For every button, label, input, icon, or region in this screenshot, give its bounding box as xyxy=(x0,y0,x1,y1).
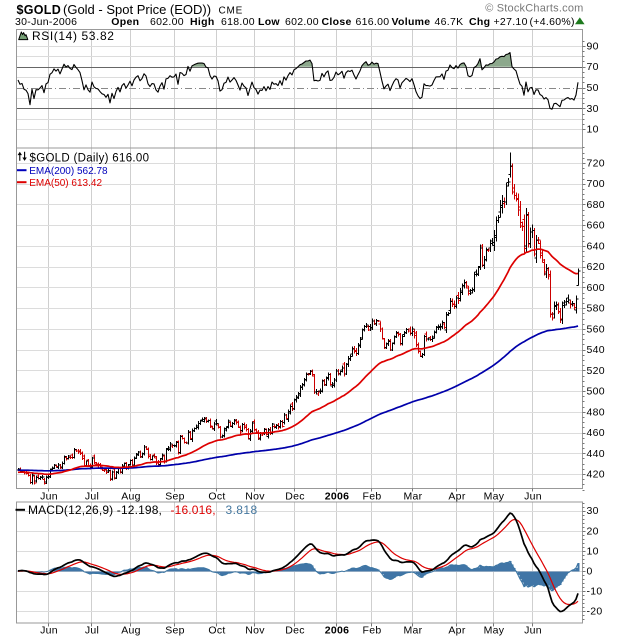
svg-text:420: 420 xyxy=(587,469,605,481)
svg-text:Jul: Jul xyxy=(85,491,99,503)
svg-text:Nov: Nov xyxy=(245,625,265,637)
svg-text:30-Jun-2006: 30-Jun-2006 xyxy=(15,16,77,28)
svg-text:Jun: Jun xyxy=(40,625,58,637)
svg-text:EMA(200) 562.78: EMA(200) 562.78 xyxy=(29,166,108,177)
svg-text:Mar: Mar xyxy=(404,491,423,503)
svg-text:50: 50 xyxy=(587,82,599,94)
svg-text:30: 30 xyxy=(587,505,599,517)
svg-text:-10: -10 xyxy=(587,586,603,598)
svg-text:Feb: Feb xyxy=(363,491,382,503)
svg-text:618.00: 618.00 xyxy=(221,16,255,28)
svg-text:580: 580 xyxy=(587,303,605,315)
svg-text:+27.10: +27.10 xyxy=(494,16,528,28)
svg-text:90: 90 xyxy=(587,40,599,52)
svg-text:440: 440 xyxy=(587,448,605,460)
svg-text:EMA(50) 613.42: EMA(50) 613.42 xyxy=(29,178,102,189)
svg-text:480: 480 xyxy=(587,406,605,418)
svg-text:Oct: Oct xyxy=(208,491,225,503)
svg-text:640: 640 xyxy=(587,240,605,252)
svg-text:620: 620 xyxy=(587,261,605,273)
svg-text:Jun: Jun xyxy=(524,625,542,637)
svg-text:602.00: 602.00 xyxy=(150,16,184,28)
svg-text:Apr: Apr xyxy=(448,625,465,637)
svg-text:$GOLD: $GOLD xyxy=(17,3,62,17)
svg-text:RSI(14) 53.82: RSI(14) 53.82 xyxy=(32,29,115,43)
svg-text:30: 30 xyxy=(587,103,599,115)
svg-text:Apr: Apr xyxy=(448,491,465,503)
svg-text:Feb: Feb xyxy=(363,625,382,637)
svg-text:Jul: Jul xyxy=(85,625,99,637)
svg-text:720: 720 xyxy=(587,158,605,170)
svg-text:680: 680 xyxy=(587,199,605,211)
svg-text:High: High xyxy=(190,16,215,28)
svg-text:Low: Low xyxy=(258,16,280,28)
svg-text:May: May xyxy=(484,491,505,503)
svg-text:2006: 2006 xyxy=(325,491,350,503)
svg-text:540: 540 xyxy=(587,344,605,356)
svg-text:2006: 2006 xyxy=(325,625,350,637)
svg-text:-16.016,: -16.016, xyxy=(171,503,216,517)
svg-text:$GOLD (Daily) 616.00: $GOLD (Daily) 616.00 xyxy=(30,153,150,165)
svg-text:Dec: Dec xyxy=(285,491,305,503)
svg-text:Close: Close xyxy=(322,16,352,28)
svg-text:560: 560 xyxy=(587,323,605,335)
svg-text:Chg: Chg xyxy=(469,16,490,28)
svg-text:660: 660 xyxy=(587,220,605,232)
svg-text:MACD(12,26,9) -12.198,: MACD(12,26,9) -12.198, xyxy=(28,503,162,517)
svg-text:600: 600 xyxy=(587,282,605,294)
svg-text:500: 500 xyxy=(587,386,605,398)
svg-text:May: May xyxy=(484,625,505,637)
svg-text:Aug: Aug xyxy=(121,491,141,503)
svg-text:Volume: Volume xyxy=(392,16,431,28)
svg-text:520: 520 xyxy=(587,365,605,377)
svg-text:Aug: Aug xyxy=(121,625,141,637)
svg-text:46.7K: 46.7K xyxy=(435,16,464,28)
svg-text:616.00: 616.00 xyxy=(356,16,390,28)
svg-text:© StockCharts.com: © StockCharts.com xyxy=(485,3,583,15)
svg-text:Sep: Sep xyxy=(165,625,185,637)
svg-text:Jun: Jun xyxy=(40,491,58,503)
svg-text:(Gold - Spot Price (EOD)): (Gold - Spot Price (EOD)) xyxy=(63,2,211,17)
svg-text:(+4.60%): (+4.60%) xyxy=(530,16,575,28)
svg-text:0: 0 xyxy=(587,566,593,578)
svg-text:460: 460 xyxy=(587,427,605,439)
svg-text:10: 10 xyxy=(587,545,599,557)
svg-text:CME: CME xyxy=(219,6,244,17)
svg-text:10: 10 xyxy=(587,124,599,136)
svg-text:Open: Open xyxy=(111,16,139,28)
svg-text:70: 70 xyxy=(587,61,599,73)
svg-text:20: 20 xyxy=(587,525,599,537)
svg-text:Oct: Oct xyxy=(208,625,225,637)
svg-text:700: 700 xyxy=(587,178,605,190)
svg-text:Sep: Sep xyxy=(165,491,185,503)
svg-text:Dec: Dec xyxy=(285,625,305,637)
svg-text:Jun: Jun xyxy=(524,491,542,503)
svg-text:-20: -20 xyxy=(587,606,603,618)
svg-text:Mar: Mar xyxy=(404,625,423,637)
svg-text:602.00: 602.00 xyxy=(285,16,319,28)
svg-text:Nov: Nov xyxy=(245,491,265,503)
svg-text:3.818: 3.818 xyxy=(226,503,258,517)
